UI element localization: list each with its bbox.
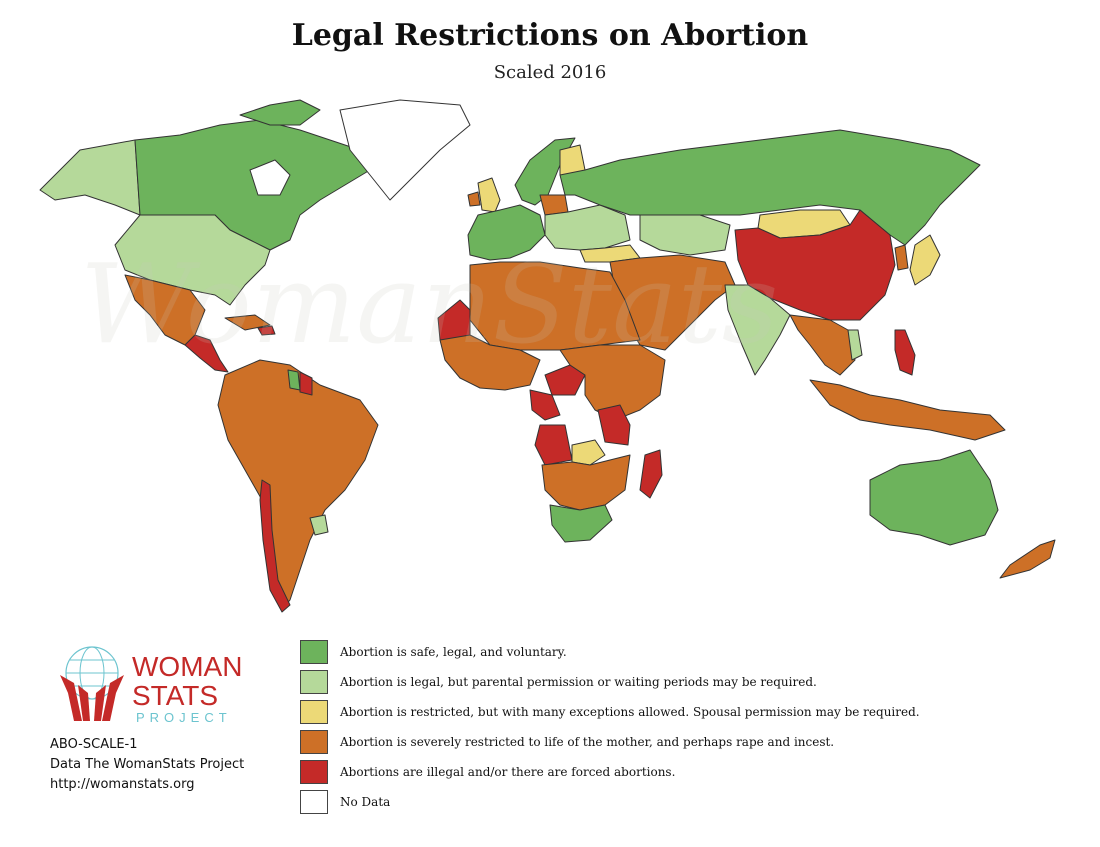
region-eastern-europe[interactable] bbox=[544, 204, 631, 251]
region-zambia[interactable] bbox=[571, 439, 606, 466]
region-greenland[interactable] bbox=[339, 99, 471, 201]
womanstats-logo: WOMAN STATS PROJECT bbox=[60, 646, 242, 725]
region-usa[interactable] bbox=[114, 214, 271, 306]
legend-label: Abortions are illegal and/or there are f… bbox=[340, 765, 676, 779]
region-canada-hudson bbox=[249, 159, 291, 196]
region-suriname[interactable] bbox=[299, 371, 313, 396]
legend-swatch bbox=[300, 760, 328, 784]
legend-item-legal-conditions: Abortion is legal, but parental permissi… bbox=[300, 669, 817, 695]
region-angola[interactable] bbox=[534, 424, 573, 466]
region-australia[interactable] bbox=[869, 449, 999, 546]
legend-label: Abortion is safe, legal, and voluntary. bbox=[340, 645, 567, 659]
region-southern-africa[interactable] bbox=[541, 454, 631, 511]
source-url[interactable]: http://womanstats.org bbox=[50, 777, 195, 792]
region-car[interactable] bbox=[544, 364, 586, 396]
region-guyana[interactable] bbox=[287, 369, 301, 391]
legend-item-illegal: Abortions are illegal and/or there are f… bbox=[300, 759, 675, 785]
region-central-america[interactable] bbox=[184, 334, 229, 373]
legend-label: Abortion is legal, but parental permissi… bbox=[340, 675, 817, 689]
legend-swatch bbox=[300, 790, 328, 814]
region-japan[interactable] bbox=[909, 234, 941, 286]
legend-swatch bbox=[300, 700, 328, 724]
region-philippines[interactable] bbox=[894, 329, 916, 376]
region-congo[interactable] bbox=[529, 389, 561, 421]
logo-line2: STATS bbox=[132, 680, 218, 711]
region-west-africa[interactable] bbox=[439, 334, 541, 391]
region-south-africa[interactable] bbox=[549, 504, 613, 543]
region-western-europe[interactable] bbox=[467, 204, 546, 261]
region-korea[interactable] bbox=[894, 244, 909, 271]
region-alaska[interactable] bbox=[39, 139, 141, 216]
region-central-africa[interactable] bbox=[559, 344, 666, 421]
legend-swatch bbox=[300, 730, 328, 754]
legend-label: No Data bbox=[340, 795, 391, 809]
region-canada-islands[interactable] bbox=[239, 99, 321, 126]
region-hispaniola[interactable] bbox=[257, 325, 276, 336]
world-map bbox=[39, 99, 1056, 613]
region-uruguay[interactable] bbox=[309, 514, 329, 536]
region-ireland[interactable] bbox=[467, 191, 481, 207]
region-uk[interactable] bbox=[477, 177, 501, 213]
region-tanzania[interactable] bbox=[597, 404, 631, 446]
globe-hands-icon bbox=[60, 646, 124, 721]
region-kazakhstan[interactable] bbox=[639, 214, 731, 256]
map-subtitle: Scaled 2016 bbox=[493, 62, 607, 83]
legend-swatch bbox=[300, 670, 328, 694]
region-new-zealand[interactable] bbox=[999, 539, 1056, 579]
logo-line1: WOMAN bbox=[132, 651, 242, 682]
region-poland[interactable] bbox=[539, 194, 569, 216]
map-code: ABO-SCALE-1 bbox=[50, 737, 138, 752]
region-madagascar[interactable] bbox=[639, 449, 663, 499]
region-southeast-asia[interactable] bbox=[789, 314, 856, 376]
map-title: Legal Restrictions on Abortion bbox=[291, 18, 809, 53]
region-vietnam[interactable] bbox=[847, 329, 863, 361]
logo-line3: PROJECT bbox=[136, 710, 232, 725]
region-south-america[interactable] bbox=[217, 359, 379, 611]
legend-swatch bbox=[300, 640, 328, 664]
legend-label: Abortion is restricted, but with many ex… bbox=[340, 705, 920, 719]
region-caribbean[interactable] bbox=[224, 314, 271, 331]
data-source: Data The WomanStats Project bbox=[50, 757, 245, 772]
legend-label: Abortion is severely restricted to life … bbox=[340, 735, 835, 749]
region-indonesia[interactable] bbox=[809, 379, 1006, 441]
legend-item-no-data: No Data bbox=[300, 789, 390, 815]
region-india[interactable] bbox=[724, 284, 791, 376]
legend-item-safe-legal: Abortion is safe, legal, and voluntary. bbox=[300, 639, 567, 665]
legend-item-restricted-exceptions: Abortion is restricted, but with many ex… bbox=[300, 699, 920, 725]
region-chile[interactable] bbox=[259, 479, 291, 613]
legend-item-severely-restricted: Abortion is severely restricted to life … bbox=[300, 729, 834, 755]
